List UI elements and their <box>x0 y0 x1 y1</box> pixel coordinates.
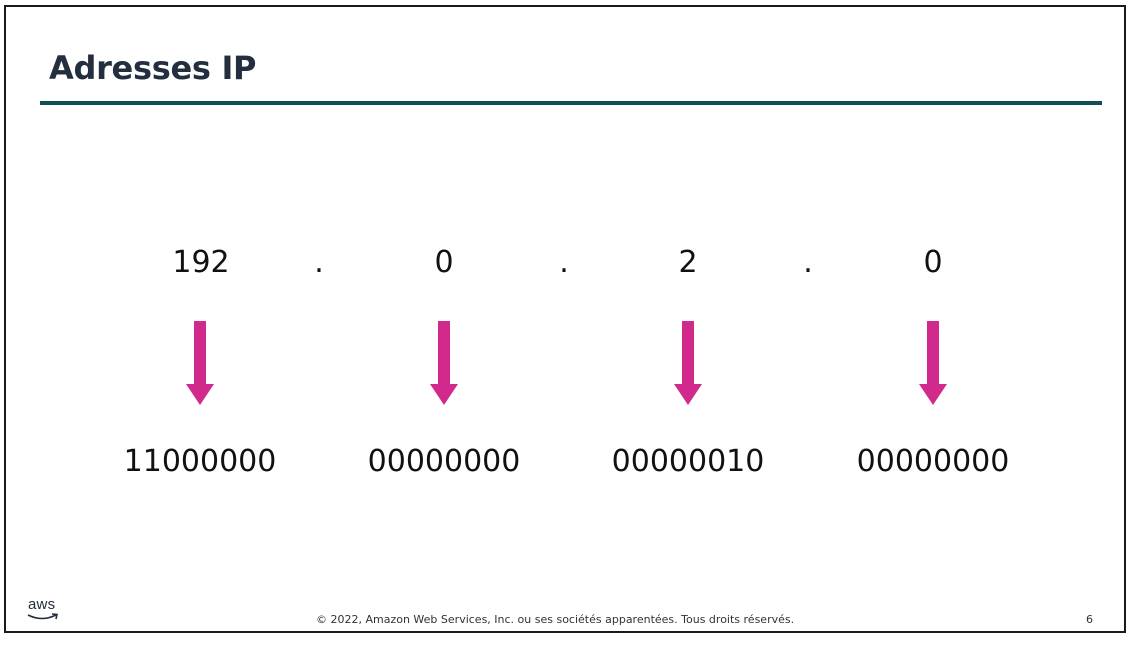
down-arrow-icon <box>674 321 702 405</box>
slide: Adresses IP 192 . 0 . 2 . 0 11000000 000… <box>4 5 1126 633</box>
aws-logo: aws <box>26 596 66 626</box>
dot-separator-3: . <box>803 245 813 280</box>
binary-octet-2: 00000000 <box>367 444 521 479</box>
down-arrow-icon <box>919 321 947 405</box>
down-arrow-icon <box>430 321 458 405</box>
page-number: 6 <box>1086 613 1093 626</box>
binary-octet-1: 11000000 <box>123 444 277 479</box>
aws-logo-text: aws <box>28 596 56 613</box>
dot-separator-1: . <box>314 245 324 280</box>
slide-title: Adresses IP <box>49 49 257 87</box>
octet-3: 2 <box>678 245 698 280</box>
title-divider <box>40 101 1102 105</box>
binary-octet-3: 00000010 <box>611 444 765 479</box>
aws-smile-icon <box>27 613 58 620</box>
octet-4: 0 <box>923 245 943 280</box>
octet-2: 0 <box>434 245 454 280</box>
binary-octet-4: 00000000 <box>856 444 1010 479</box>
copyright-notice: © 2022, Amazon Web Services, Inc. ou ses… <box>316 613 795 626</box>
octet-1: 192 <box>172 245 230 280</box>
dot-separator-2: . <box>559 245 569 280</box>
down-arrow-icon <box>186 321 214 405</box>
